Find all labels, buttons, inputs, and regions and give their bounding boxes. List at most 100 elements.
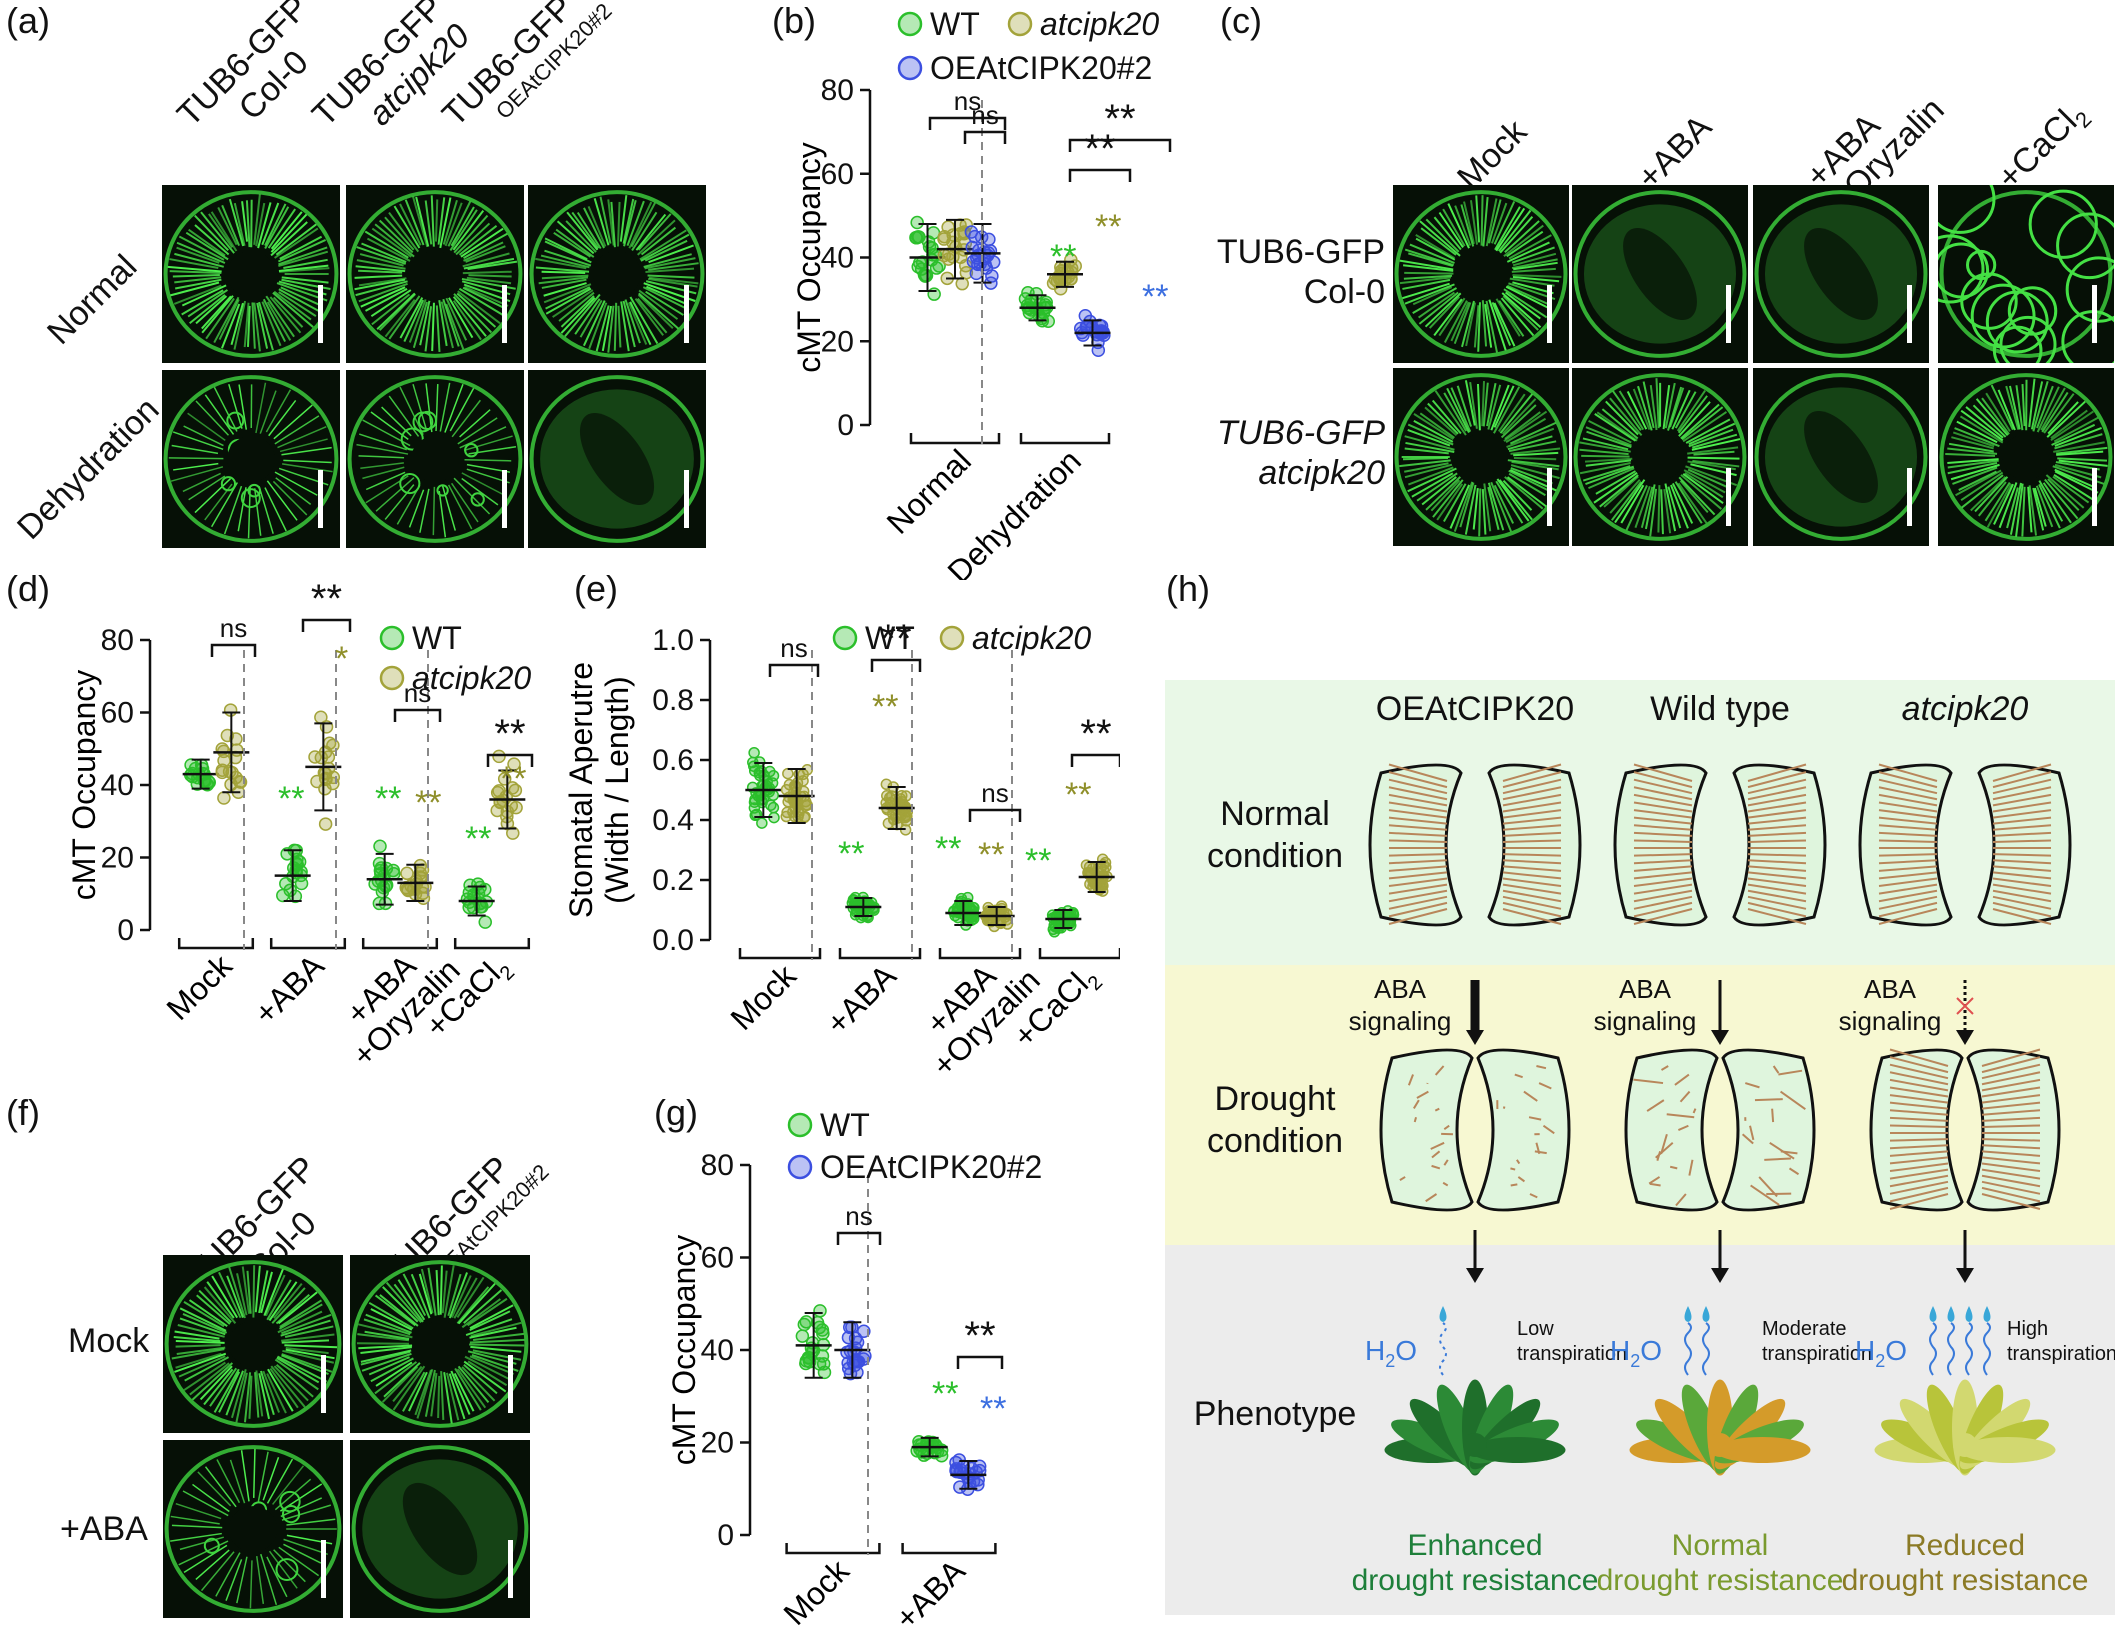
data-point <box>756 817 768 829</box>
microtubule <box>1992 809 2052 819</box>
outcome-label: Enhanced <box>1407 1529 1542 1562</box>
microtubule <box>1494 206 1521 251</box>
microtubule <box>1992 853 2052 857</box>
microtubule <box>284 1344 338 1349</box>
water-drop <box>1684 1306 1692 1322</box>
microtubule <box>462 270 512 275</box>
microtubule <box>2053 473 2094 501</box>
microtubule <box>1992 871 2052 880</box>
transpiration-label: transpiration <box>1762 1343 1872 1365</box>
microtubule <box>469 1304 514 1329</box>
microtubule <box>450 482 479 523</box>
microtubule <box>264 203 287 246</box>
sig-bracket-label: ns <box>845 1201 872 1231</box>
microtubule <box>1972 404 2007 438</box>
microtubule <box>208 213 234 248</box>
microtubule <box>266 480 298 521</box>
microtubule <box>173 284 222 305</box>
category-label: +ABA <box>888 1552 972 1636</box>
microtubule <box>253 1448 256 1498</box>
microtubule <box>253 194 261 245</box>
data-point <box>463 878 477 893</box>
data-point <box>941 220 955 234</box>
microtubule <box>260 1271 273 1314</box>
y-axis-label: cMT Occupancy <box>666 1235 702 1466</box>
microtubule <box>256 302 269 349</box>
microtubule <box>1493 386 1521 434</box>
microtubule <box>1488 199 1502 244</box>
microtubule <box>277 1291 318 1325</box>
microtubule <box>1878 816 1938 825</box>
legend-atcipk20-marker <box>379 665 405 691</box>
microtubule <box>2056 450 2104 456</box>
microtubule <box>1588 420 1632 444</box>
microtubule <box>439 382 451 432</box>
microtubule <box>205 297 235 340</box>
microtubule <box>435 305 441 352</box>
panel-a-label: (a) <box>6 0 50 41</box>
microtubule <box>173 462 219 471</box>
microtubule <box>174 252 224 268</box>
microtubule <box>173 1336 221 1343</box>
panel-c-image-r1-c2 <box>1572 185 1748 363</box>
group-bracket <box>1019 433 1111 445</box>
microtubule <box>1502 295 1539 331</box>
microtubule <box>1998 482 2018 529</box>
microtubule <box>2044 478 2079 520</box>
microtubule <box>644 239 688 262</box>
microtubule <box>1681 406 1724 441</box>
microtubule <box>238 384 248 430</box>
microtubule <box>258 1373 270 1420</box>
microtubule <box>1680 474 1723 510</box>
microtubule <box>360 1349 412 1363</box>
microtubule <box>264 206 290 249</box>
data-point <box>462 895 477 910</box>
transpiration-label: transpiration <box>1517 1343 1627 1365</box>
microtubule <box>1450 301 1470 342</box>
microtubule <box>622 198 635 244</box>
microtubule <box>1633 883 1693 895</box>
microtubule <box>635 213 667 251</box>
pore <box>228 1506 278 1552</box>
microtubule <box>2009 385 2021 430</box>
microtubule <box>456 1276 485 1318</box>
microtubule <box>264 487 287 532</box>
microtubule <box>2042 482 2072 524</box>
panel-a-col-col0: TUB6-GFP Col-0 <box>170 0 316 134</box>
microtubule <box>1975 398 2009 437</box>
microtubule <box>552 289 594 318</box>
data-point <box>748 802 761 814</box>
microtubule <box>1947 462 1998 475</box>
microtubule <box>463 1360 507 1393</box>
microtubule <box>645 290 684 316</box>
microtubule <box>1420 227 1457 256</box>
transpiration-wave <box>1983 1322 1991 1376</box>
data-point <box>1091 343 1106 358</box>
microtubule <box>399 203 422 246</box>
guard-cell <box>1624 1048 1719 1212</box>
microtubule <box>1677 1124 1689 1131</box>
microtubule <box>1747 908 1807 925</box>
microtubule <box>427 1267 437 1316</box>
vesicle <box>436 484 449 497</box>
sig-bracket-label: ** <box>1104 97 1135 141</box>
microtubule <box>545 286 591 310</box>
y-tick-label: 80 <box>821 74 854 107</box>
microtubule <box>538 276 589 285</box>
data-point <box>911 230 925 244</box>
subscript: 2 <box>1084 972 1107 995</box>
microtubule <box>1691 433 1738 449</box>
microtubule <box>385 1281 422 1324</box>
microtubule <box>642 286 690 311</box>
vesicle <box>240 488 261 509</box>
microtubule <box>541 270 586 275</box>
y-tick-label: 20 <box>821 325 854 358</box>
microtubule <box>358 282 408 303</box>
microtubule <box>1633 771 1693 789</box>
microtubule <box>469 1338 525 1344</box>
data-point <box>780 810 793 823</box>
microtubule <box>1633 763 1693 782</box>
microtubule <box>1747 853 1807 857</box>
y-tick-label: 0 <box>717 1519 734 1552</box>
